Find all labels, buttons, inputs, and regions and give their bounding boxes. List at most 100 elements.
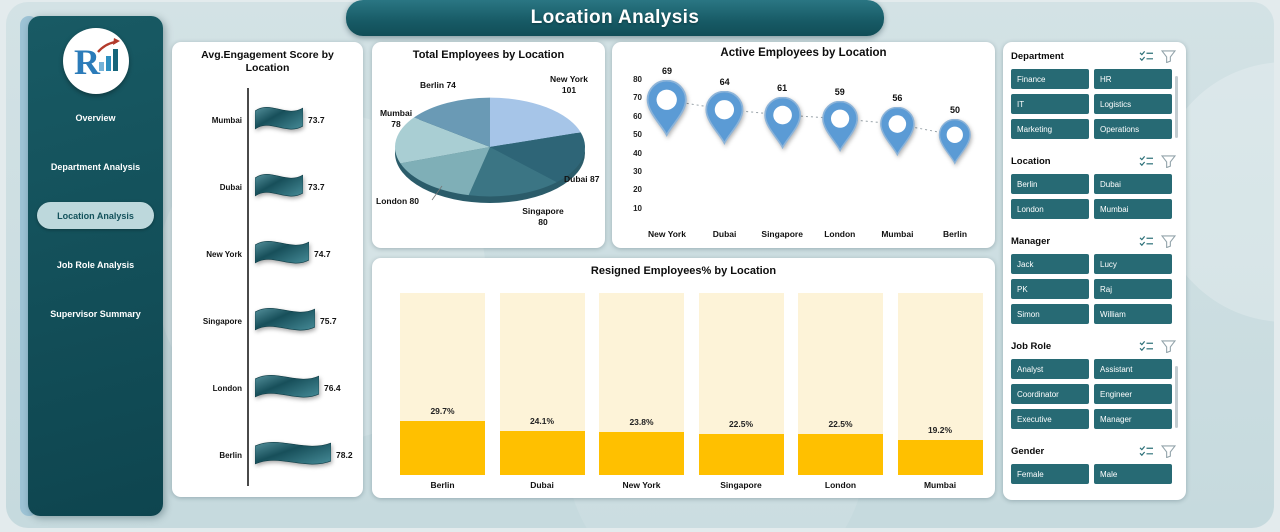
y-tick-label: 60 (633, 111, 642, 121)
select-all-icon[interactable] (1139, 445, 1154, 458)
sidebar-item-department-analysis[interactable]: Department Analysis (50, 161, 141, 172)
engagement-row-new-york[interactable]: New York 74.7 (172, 237, 361, 271)
filter-header: Job Role (1011, 340, 1178, 353)
filter-option-executive[interactable]: Executive (1011, 409, 1089, 429)
pie-slice-singapore[interactable] (468, 147, 557, 197)
filter-option-finance[interactable]: Finance (1011, 69, 1089, 89)
filter-option-logistics[interactable]: Logistics (1094, 94, 1172, 114)
pie-label-berlin: Berlin 74 (420, 80, 456, 90)
map-pin-marker-mumbai[interactable] (876, 106, 919, 162)
filter-options: Jack Lucy PK Raj Simon William (1011, 254, 1178, 324)
scrollbar[interactable] (1175, 76, 1178, 138)
sidebar-item-job-role-analysis[interactable]: Job Role Analysis (56, 259, 135, 270)
filter-funnel-icon[interactable] (1161, 445, 1176, 458)
engagement-row-london[interactable]: London 76.4 (172, 371, 361, 405)
bar-mumbai[interactable] (897, 293, 983, 475)
filter-funnel-icon[interactable] (1161, 235, 1176, 248)
engagement-row-berlin[interactable]: Berlin 78.2 (172, 438, 361, 472)
sidebar-item-location-analysis[interactable]: Location Analysis (37, 202, 154, 229)
filter-option-it[interactable]: IT (1011, 94, 1089, 114)
map-pin-icon (705, 90, 744, 145)
data-label: 29.7% (430, 405, 455, 416)
map-pin-marker-new-york[interactable] (642, 80, 691, 142)
data-label: 74.7 (314, 249, 331, 259)
filter-option-female[interactable]: Female (1011, 464, 1089, 484)
filter-title: Department (1011, 51, 1064, 62)
filter-option-berlin[interactable]: Berlin (1011, 174, 1089, 194)
select-all-icon[interactable] (1139, 235, 1154, 248)
filter-option-london[interactable]: London (1011, 199, 1089, 219)
filter-section-manager: Manager Jack Lucy PK Raj Simon William (1011, 235, 1178, 324)
map-pin-marker-london[interactable] (818, 100, 862, 157)
select-all-icon[interactable] (1139, 340, 1154, 353)
bar-london[interactable] (798, 293, 883, 475)
bar-dubai[interactable] (499, 293, 585, 475)
bar-fill (599, 431, 684, 475)
data-label: 22.5% (728, 419, 754, 430)
x-axis-label: Berlin (942, 229, 968, 239)
flag-icon (255, 375, 319, 398)
sidebar-item-supervisor-summary[interactable]: Supervisor Summary (50, 308, 141, 319)
data-label: 76.4 (324, 383, 341, 393)
filter-header: Department (1011, 50, 1178, 63)
resigned-chart-title: Resigned Employees% by Location (590, 265, 777, 277)
flag-icon (255, 241, 309, 264)
filter-option-assistant[interactable]: Assistant (1094, 359, 1172, 379)
pie-label-new-york: New York 101 (550, 74, 588, 96)
filter-option-operations[interactable]: Operations (1094, 119, 1172, 139)
category-label: New York (206, 249, 242, 259)
data-label: 22.5% (828, 419, 853, 430)
filter-options: Finance HR IT Logistics Marketing Operations (1011, 69, 1178, 139)
y-tick-label: 20 (633, 185, 642, 195)
data-label: 69 (661, 66, 672, 77)
engagement-row-mumbai[interactable]: Mumbai 73.7 (172, 103, 361, 137)
filter-option-male[interactable]: Male (1094, 464, 1172, 484)
filter-option-lucy[interactable]: Lucy (1094, 254, 1172, 274)
pie-slice-dubai[interactable] (490, 132, 585, 183)
app-logo: R (62, 28, 129, 94)
bar-singapore[interactable] (698, 293, 784, 475)
pie-slice-berlin[interactable] (413, 97, 490, 147)
filter-funnel-icon[interactable] (1161, 155, 1176, 168)
pie-label-mumbai: Mumbai 78 (379, 108, 413, 130)
map-pin-marker-berlin[interactable] (935, 119, 975, 170)
filter-funnel-icon[interactable] (1161, 340, 1176, 353)
filter-option-engineer[interactable]: Engineer (1094, 384, 1172, 404)
pie-slice-mumbai[interactable] (395, 117, 490, 164)
filter-option-marketing[interactable]: Marketing (1011, 119, 1089, 139)
bar-berlin[interactable] (400, 293, 485, 475)
engagement-row-singapore[interactable]: Singapore 75.7 (172, 304, 361, 338)
filter-option-manager[interactable]: Manager (1094, 409, 1172, 429)
filter-option-coordinator[interactable]: Coordinator (1011, 384, 1089, 404)
filter-funnel-icon[interactable] (1161, 50, 1176, 63)
map-pin-marker-singapore[interactable] (760, 96, 805, 155)
flag-marker (255, 237, 309, 271)
bar-new-york[interactable] (599, 293, 684, 475)
filter-header-icons (1139, 235, 1176, 248)
map-pin-icon (821, 100, 858, 152)
scrollbar[interactable] (1175, 366, 1178, 428)
filter-option-raj[interactable]: Raj (1094, 279, 1172, 299)
filter-option-hr[interactable]: HR (1094, 69, 1172, 89)
map-pin-marker-dubai[interactable] (701, 90, 748, 150)
filter-option-william[interactable]: William (1094, 304, 1172, 324)
data-label: 50 (949, 105, 960, 116)
active-chart-title: Active Employees by Location (720, 47, 887, 59)
filter-title: Gender (1011, 446, 1045, 457)
filter-option-simon[interactable]: Simon (1011, 304, 1089, 324)
filter-title: Manager (1011, 236, 1051, 247)
filter-option-analyst[interactable]: Analyst (1011, 359, 1089, 379)
filter-section-gender: Gender Female Male (1011, 445, 1178, 484)
engagement-row-dubai[interactable]: Dubai 73.7 (172, 170, 361, 204)
filter-option-jack[interactable]: Jack (1011, 254, 1089, 274)
select-all-icon[interactable] (1139, 50, 1154, 63)
select-all-icon[interactable] (1139, 155, 1154, 168)
pie-slice-london[interactable] (400, 147, 490, 196)
filter-option-dubai[interactable]: Dubai (1094, 174, 1172, 194)
filter-option-pk[interactable]: PK (1011, 279, 1089, 299)
engagement-chart: Mumbai 73.7 Dubai 73.7 New York 74.7 Singapore… (172, 42, 363, 497)
y-tick-label: 30 (633, 167, 642, 176)
sidebar-item-overview[interactable]: Overview (75, 112, 116, 123)
filter-option-mumbai[interactable]: Mumbai (1094, 199, 1172, 219)
pie-slice-new-york[interactable] (490, 97, 581, 147)
